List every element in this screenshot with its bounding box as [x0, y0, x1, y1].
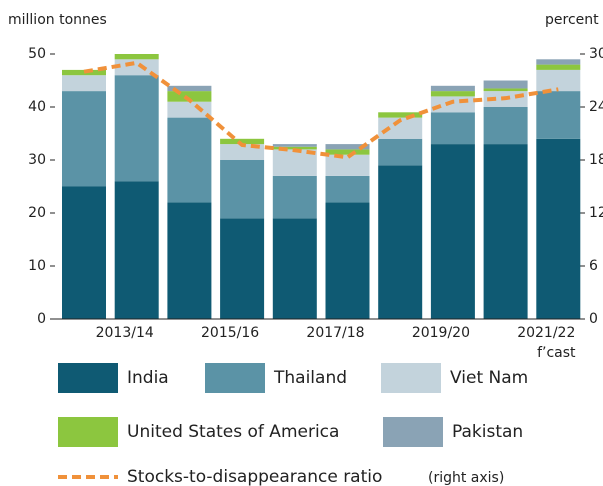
legend-swatch [383, 417, 443, 447]
bar-segment [378, 117, 423, 139]
bar-segment [536, 91, 581, 139]
bar-segment [483, 144, 528, 319]
bar-segment [220, 160, 265, 219]
bar-segment [62, 75, 106, 92]
bar-segment [272, 144, 317, 147]
bar-segment [483, 80, 528, 89]
legend-label: Stocks-to-disappearance ratio [127, 467, 382, 486]
bar-segment [536, 64, 581, 70]
y-tick-label: 30 [28, 152, 46, 168]
bar-segment [536, 59, 581, 65]
y2-tick-label: 18 [589, 152, 603, 168]
y2-axis-label: percent [545, 12, 599, 28]
legend-swatch [58, 417, 118, 447]
bar-segment [430, 91, 475, 97]
bar-segment [536, 138, 581, 319]
bar-segment [536, 69, 581, 92]
y-tick-label: 20 [28, 205, 46, 221]
y2-tick-label: 12 [589, 205, 603, 221]
bar-segment [62, 186, 106, 319]
bar-segment [272, 175, 317, 219]
bar-segment [167, 117, 212, 203]
bar-segment [272, 146, 317, 150]
bar-segment [430, 85, 475, 92]
bar-segment [430, 112, 475, 145]
bar-segment [325, 154, 370, 176]
legend-note: (right axis) [428, 470, 504, 486]
bar-segment [430, 144, 475, 319]
bar-segment [272, 218, 317, 319]
bar-segment [220, 218, 265, 319]
y-tick-label: 50 [28, 46, 46, 62]
ratio-line [83, 60, 559, 160]
bar-segment [167, 91, 212, 102]
bar-segment [378, 112, 423, 118]
x-tick-label: 2021/22 [517, 325, 575, 341]
bar-segment [378, 165, 423, 319]
y2-tick-label: 30 [589, 46, 603, 62]
legend-swatch [58, 363, 118, 393]
bar-segment [378, 138, 423, 166]
legend-label: United States of America [127, 422, 339, 442]
x-tick-label: 2019/20 [412, 325, 470, 341]
y2-tick-label: 6 [589, 258, 598, 274]
bar-segment [167, 101, 212, 118]
bar-segment [483, 88, 528, 92]
y-axis-label: million tonnes [8, 12, 107, 28]
bar-segment [430, 96, 475, 113]
bar-segment [114, 54, 159, 60]
bar-segment [167, 85, 212, 92]
bar-segment [62, 91, 106, 187]
legend-label: Pakistan [452, 422, 523, 442]
bar-segment [114, 75, 159, 182]
bar-segment [62, 69, 106, 76]
bar-segment [325, 175, 370, 203]
x-tick-label: 2013/14 [96, 325, 154, 341]
y2-tick-label: 24 [589, 99, 603, 115]
legend-label: Thailand [273, 368, 347, 388]
legend-label: Viet Nam [450, 368, 528, 388]
y2-tick-label: 0 [589, 311, 598, 327]
legend-swatch [381, 363, 441, 393]
legend-label: India [127, 368, 169, 388]
legend-swatch [205, 363, 265, 393]
bar-segment [325, 202, 370, 319]
bar-segment [220, 138, 265, 145]
bar-segment [325, 144, 370, 150]
y-tick-label: 40 [28, 99, 46, 115]
x-tick-label: 2017/18 [306, 325, 364, 341]
bar-segment [114, 181, 159, 319]
bar-segment [167, 202, 212, 319]
x-tick-label: 2015/16 [201, 325, 259, 341]
bar-segment [325, 149, 370, 155]
annotation: f’cast [537, 345, 576, 361]
bar-segment [483, 107, 528, 145]
y-tick-label: 10 [28, 258, 46, 274]
y-tick-label: 0 [37, 311, 46, 327]
